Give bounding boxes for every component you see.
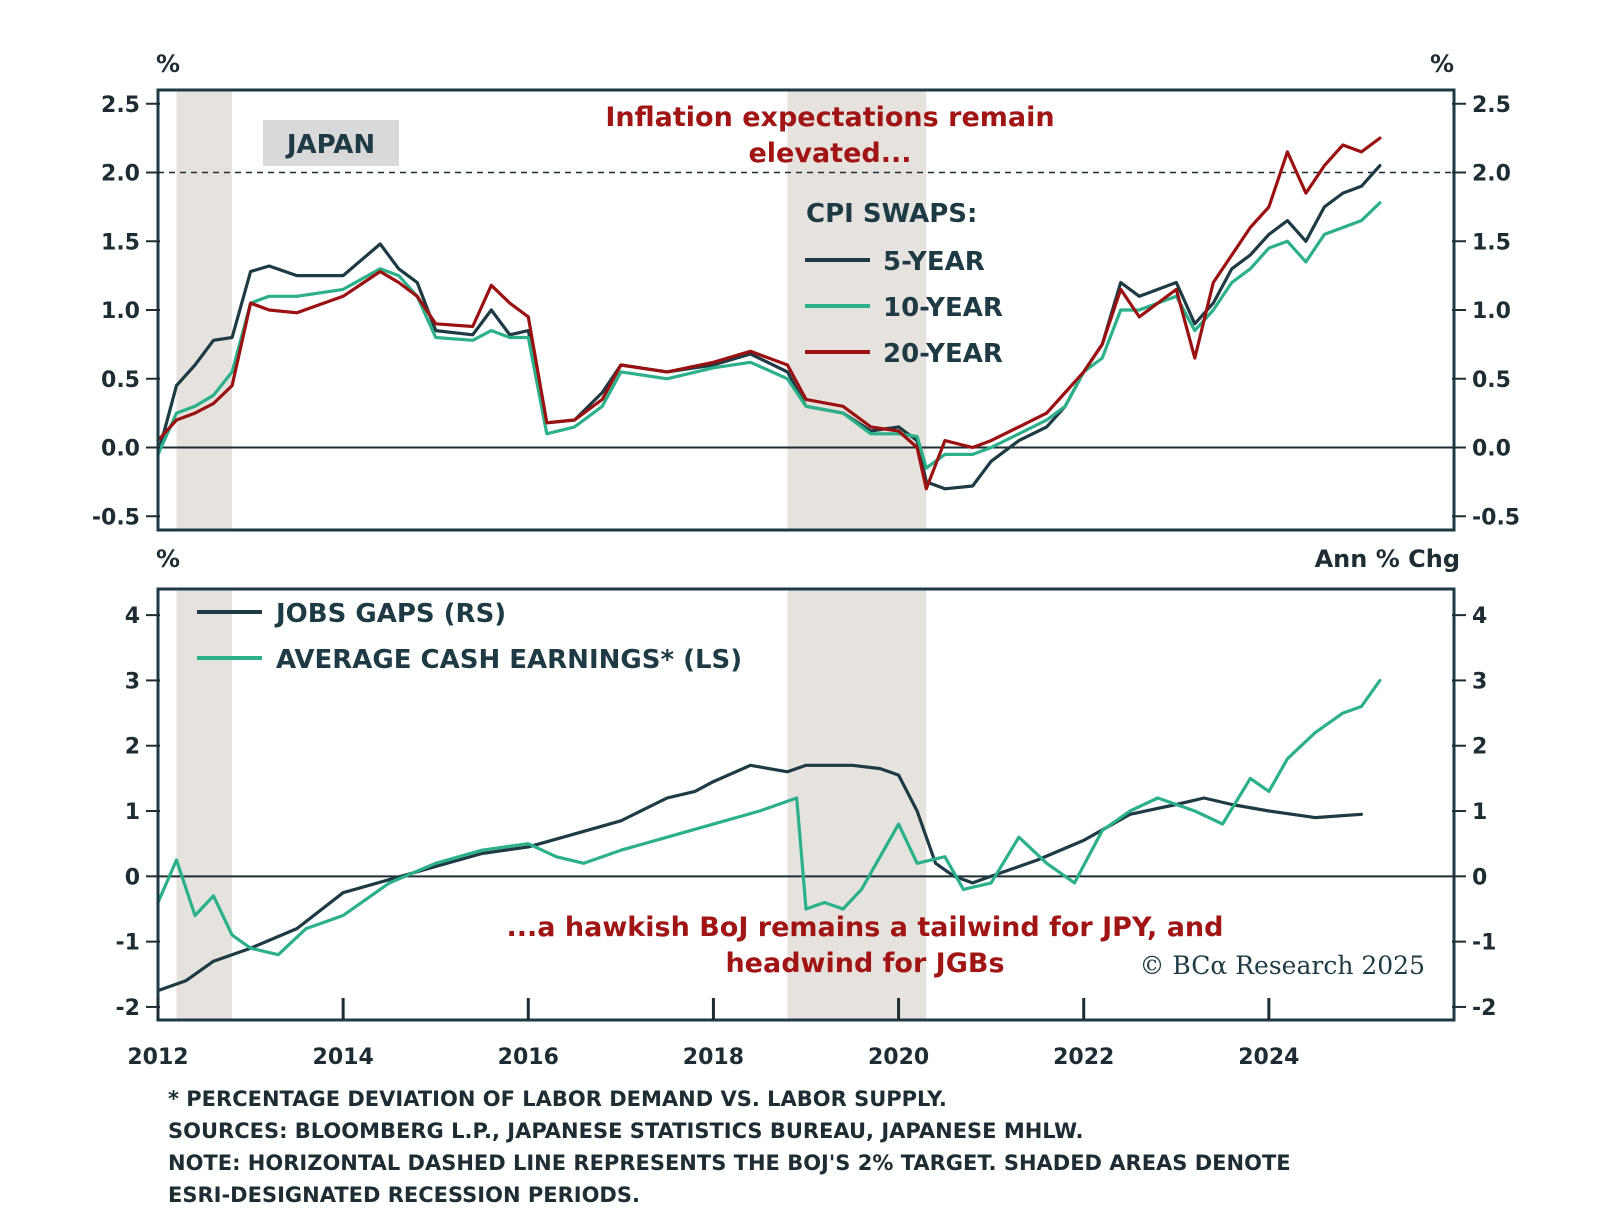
bottom-left-unit: % — [156, 545, 180, 573]
footnote-line-4: ESRI-DESIGNATED RECESSION PERIODS. — [168, 1183, 640, 1207]
country-label-bg — [263, 120, 399, 166]
top-series-lines — [156, 136, 1382, 491]
legend-label-5-year: 5-YEAR — [883, 247, 985, 277]
y-tick-label-right: 1.0 — [1472, 299, 1511, 324]
y-tick-label-right: 0 — [1472, 865, 1487, 890]
legend-label-jobs-gaps: JOBS GAPS (RS) — [274, 599, 506, 629]
footnote-line-3: NOTE: HORIZONTAL DASHED LINE REPRESENTS … — [168, 1151, 1291, 1175]
y-tick-label-right: 2 — [1472, 735, 1487, 760]
top-annotation-line-1: Inflation expectations remain — [605, 102, 1054, 133]
recession-band — [787, 90, 927, 530]
y-tick-label-left: 2.0 — [101, 162, 140, 187]
legend-label-cash-earnings: AVERAGE CASH EARNINGS* (LS) — [276, 645, 742, 675]
recession-band — [176, 589, 233, 1020]
series-line-average-cash-earnings-ls — [156, 678, 1382, 957]
y-tick-label-right: -2 — [1472, 996, 1496, 1021]
y-tick-label-right: -0.5 — [1472, 505, 1520, 530]
x-tick-label: 2020 — [868, 1045, 929, 1070]
footnote-line-2: SOURCES: BLOOMBERG L.P., JAPANESE STATIS… — [168, 1119, 1083, 1143]
y-tick-label-left: 4 — [125, 604, 140, 629]
country-label: JAPAN — [285, 130, 375, 160]
top-left-unit: % — [156, 50, 180, 78]
bottom-panel: 4 43 32 21 10 0-1 -1-2 -2 2012 2014 2016 2018 2020 2… — [116, 545, 1497, 1070]
country-label-box: JAPAN — [263, 120, 399, 166]
y-tick-label-right: 2.5 — [1472, 93, 1511, 118]
y-tick-label-right: 1 — [1472, 800, 1487, 825]
x-tick-label: 2018 — [683, 1045, 744, 1070]
y-tick-label-left: -0.5 — [92, 505, 140, 530]
bottom-recession-shading — [176, 589, 927, 1020]
bottom-series-lines — [156, 678, 1382, 993]
top-legend: CPI SWAPS: 5-YEAR 10-YEAR 20-YEAR — [805, 199, 1003, 369]
top-right-unit: % — [1430, 50, 1454, 78]
y-tick-label-right: 3 — [1472, 669, 1487, 694]
y-tick-label-left: 3 — [125, 669, 140, 694]
y-tick-label-left: 2.5 — [101, 93, 140, 118]
bottom-legend: JOBS GAPS (RS) AVERAGE CASH EARNINGS* (L… — [197, 599, 742, 675]
y-tick-label-left: 0.0 — [101, 437, 140, 462]
y-tick-label-right: -1 — [1472, 931, 1496, 956]
footnote-line-1: * PERCENTAGE DEVIATION OF LABOR DEMAND V… — [168, 1087, 947, 1111]
y-tick-label-right: 4 — [1472, 604, 1487, 629]
recession-band — [176, 90, 233, 530]
bottom-y-axis: 4 4 3 3 2 2 1 1 0 0 -1 -1 -2 -2 — [116, 604, 1497, 1021]
y-tick-label-left: -2 — [116, 996, 140, 1021]
bottom-plot-frame — [156, 587, 1456, 1022]
legend-label-20-year: 20-YEAR — [883, 339, 1003, 369]
footnotes: * PERCENTAGE DEVIATION OF LABOR DEMAND V… — [168, 1087, 1291, 1207]
x-tick-label: 2024 — [1238, 1045, 1299, 1070]
bottom-right-unit: Ann % Chg — [1315, 545, 1460, 573]
series-line-jobs-gaps-rs — [156, 763, 1364, 993]
x-tick-label: 2012 — [127, 1045, 188, 1070]
y-tick-label-left: 1.5 — [101, 230, 140, 255]
x-tick-label: 2022 — [1053, 1045, 1114, 1070]
top-y-axis: 2.5 2.5 2.0 2.0 1.5 1.5 1.0 1.0 0.5 0.5 0.0 0.0 -0.5… — [92, 93, 1520, 531]
top-annotation-line-2: elevated... — [748, 138, 911, 169]
legend-label-10-year: 10-YEAR — [883, 293, 1003, 323]
x-axis: 2012 2014 2016 2018 2020 2022 2024 — [127, 998, 1299, 1070]
copyright: © BCα Research 2025 — [1139, 951, 1425, 980]
top-recession-shading — [176, 90, 927, 530]
legend-title: CPI SWAPS: — [806, 199, 977, 229]
y-tick-label-left: 1 — [125, 800, 140, 825]
y-tick-label-left: 2 — [125, 735, 140, 760]
y-tick-label-left: 1.0 — [101, 299, 140, 324]
y-tick-label-right: 1.5 — [1472, 230, 1511, 255]
y-tick-label-left: -1 — [116, 931, 140, 956]
bottom-annotation-line-1: ...a hawkish BoJ remains a tailwind for … — [507, 912, 1224, 943]
y-tick-label-left: 0 — [125, 865, 140, 890]
bottom-annotation-line-2: headwind for JGBs — [725, 948, 1004, 979]
series-line-10-year — [156, 201, 1382, 470]
y-tick-label-right: 2.0 — [1472, 162, 1511, 187]
x-tick-label: 2016 — [498, 1045, 559, 1070]
recession-band — [787, 589, 927, 1020]
y-tick-label-left: 0.5 — [101, 368, 140, 393]
x-tick-label: 2014 — [313, 1045, 374, 1070]
y-tick-label-right: 0.0 — [1472, 437, 1511, 462]
y-tick-label-right: 0.5 — [1472, 368, 1511, 393]
series-line-20-year — [156, 136, 1382, 491]
top-panel: JAPAN 2.5 2.5 2.0 2.0 1.5 1.5 1.0 1.0 0.5 0.5 0.0 0… — [92, 50, 1520, 532]
